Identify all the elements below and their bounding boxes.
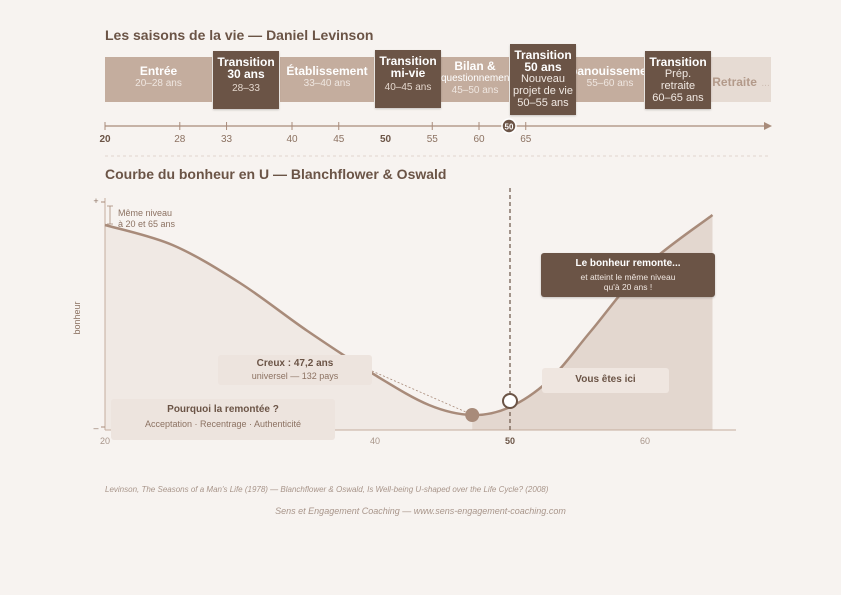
season-ages: 33–40 ans bbox=[303, 78, 351, 89]
season-ages: 20–28 ans bbox=[135, 78, 182, 89]
timeline-marker-label: 50 bbox=[505, 123, 514, 132]
transition-ages: 40–45 ans bbox=[384, 82, 432, 93]
recovery-callout: Le bonheur remonte... et atteint le même… bbox=[541, 253, 715, 297]
transition-50: Transition 50 ans Nouveau projet de vie … bbox=[510, 44, 576, 115]
timeline-tick-label: 40 bbox=[286, 134, 298, 145]
recovery-line2: qu'à 20 ans ! bbox=[603, 282, 653, 292]
why-callout: Pourquoi la remontée ? Acceptation · Rec… bbox=[111, 399, 335, 440]
season-name: Bilan & bbox=[454, 59, 496, 73]
minimum-callout-sub: universel — 132 pays bbox=[251, 371, 339, 381]
timeline-tick-label: 50 bbox=[379, 134, 392, 145]
chart-title: Courbe du bonheur en U — Blanchflower & … bbox=[105, 166, 447, 182]
timeline-tick-label: 28 bbox=[174, 134, 186, 145]
timeline-tick-label: 65 bbox=[520, 134, 532, 145]
season-name: Établissement bbox=[286, 64, 368, 78]
current-point bbox=[502, 393, 518, 409]
timeline-tick-label: 45 bbox=[333, 134, 345, 145]
transition-name2: 30 ans bbox=[227, 67, 265, 81]
timeline-tick-label: 55 bbox=[426, 134, 438, 145]
happiness-chart: bonheur + – 20 40 50 60 Même niveau à 20 et… bbox=[72, 188, 736, 446]
season-name: Épanouissement bbox=[576, 64, 644, 78]
transition-mi-vie: Transition mi-vie 40–45 ans bbox=[375, 50, 441, 108]
recovery-line1: et atteint le même niveau bbox=[580, 272, 676, 282]
season-ages: 55–60 ans bbox=[586, 78, 634, 89]
you-are-here-callout: Vous êtes ici bbox=[542, 368, 669, 393]
start-note-line2: à 20 et 65 ans bbox=[118, 219, 176, 229]
transition-name: Transition bbox=[379, 54, 437, 68]
y-tick-label-minus: – bbox=[93, 423, 98, 433]
season-sub: questionnement bbox=[441, 73, 509, 84]
credit-note: Sens et Engagement Coaching — www.sens-e… bbox=[275, 506, 566, 516]
transition-ages: 50–55 ans bbox=[517, 97, 569, 109]
season-ages: 45–50 ans bbox=[451, 85, 499, 96]
start-note-line1: Même niveau bbox=[118, 208, 172, 218]
minimum-callout: Creux : 47,2 ans universel — 132 pays bbox=[218, 355, 372, 385]
timeline-axis: 50 bbox=[104, 118, 772, 157]
transition-sub: Nouveau projet de vie bbox=[513, 73, 573, 97]
you-are-here-label: Vous êtes ici bbox=[575, 374, 636, 385]
transition-name: Transition bbox=[649, 55, 707, 69]
transition-name2: 50 ans bbox=[524, 60, 562, 74]
source-note: Levinson, The Seasons of a Man's Life (1… bbox=[105, 485, 549, 494]
transition-name: Transition bbox=[217, 55, 275, 69]
happiness-curve bbox=[104, 214, 714, 417]
x-tick-label: 50 bbox=[505, 436, 515, 446]
x-tick-label: 40 bbox=[370, 436, 380, 446]
timeline-tick-label: 60 bbox=[473, 134, 485, 145]
x-tick-label: 60 bbox=[640, 436, 650, 446]
y-tick-label-plus: + bbox=[93, 196, 98, 206]
transition-ages: 60–65 ans bbox=[652, 92, 704, 104]
timeline-tick-label: 20 bbox=[99, 134, 111, 145]
y-axis-label: bonheur bbox=[72, 301, 82, 334]
minimum-callout-title: Creux : 47,2 ans bbox=[256, 358, 334, 369]
transition-retraite: Transition Prép. retraite 60–65 ans bbox=[645, 51, 711, 109]
levinson-title: Les saisons de la vie — Daniel Levinson bbox=[105, 27, 374, 43]
recovery-title: Le bonheur remonte... bbox=[575, 258, 681, 269]
minimum-point bbox=[465, 408, 480, 422]
transition-ages: 28–33 bbox=[232, 83, 260, 94]
season-epanouissement: Épanouissement 55–60 ans bbox=[576, 57, 644, 102]
why-callout-title: Pourquoi la remontée ? bbox=[167, 404, 279, 415]
timeline-marker bbox=[501, 118, 517, 134]
season-name: Entrée bbox=[139, 64, 178, 78]
season-entree: Entrée 20–28 ans bbox=[105, 57, 212, 102]
transition-sub: Prép. retraite bbox=[660, 68, 696, 92]
transition-name2: mi-vie bbox=[390, 66, 426, 80]
season-etablissement: Établissement 33–40 ans bbox=[280, 57, 374, 102]
season-name: Retraite bbox=[712, 75, 757, 89]
season-bilan: Bilan & questionnement 45–50 ans bbox=[441, 57, 509, 102]
why-callout-items: Acceptation · Recentrage · Authenticité bbox=[144, 419, 302, 429]
season-ages: ... bbox=[761, 78, 770, 89]
minimum-leader bbox=[371, 370, 469, 414]
x-tick-label: 20 bbox=[100, 436, 110, 446]
transition-30: Transition 30 ans 28–33 bbox=[213, 51, 279, 109]
timeline-tick-label: 33 bbox=[220, 134, 233, 145]
season-retraite: Retraite ... bbox=[711, 57, 771, 102]
transition-name: Transition bbox=[514, 48, 572, 62]
